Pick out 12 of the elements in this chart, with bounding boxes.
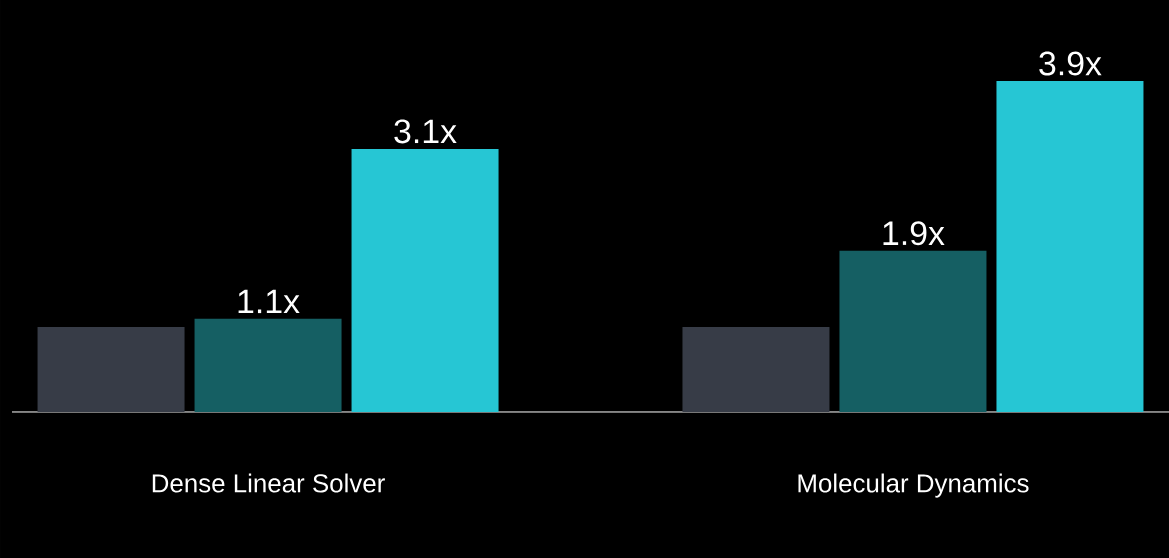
- x-tick-label: Dense Linear Solver: [152, 473, 385, 493]
- data-label: 3.1x: [394, 119, 457, 144]
- data-label: 1.1x: [238, 289, 300, 314]
- data-label: 1.9x: [883, 221, 945, 246]
- x-tick-label: Molecular Dynamics: [798, 473, 1029, 498]
- bar: [996, 81, 1144, 412]
- bar: [194, 318, 342, 412]
- data-label: 3.9x: [1039, 51, 1102, 76]
- bar: [351, 148, 499, 412]
- bar: [37, 327, 185, 412]
- bar: [839, 250, 987, 412]
- bar: [682, 327, 830, 412]
